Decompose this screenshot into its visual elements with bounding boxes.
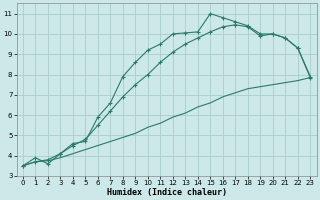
X-axis label: Humidex (Indice chaleur): Humidex (Indice chaleur) [107,188,227,197]
